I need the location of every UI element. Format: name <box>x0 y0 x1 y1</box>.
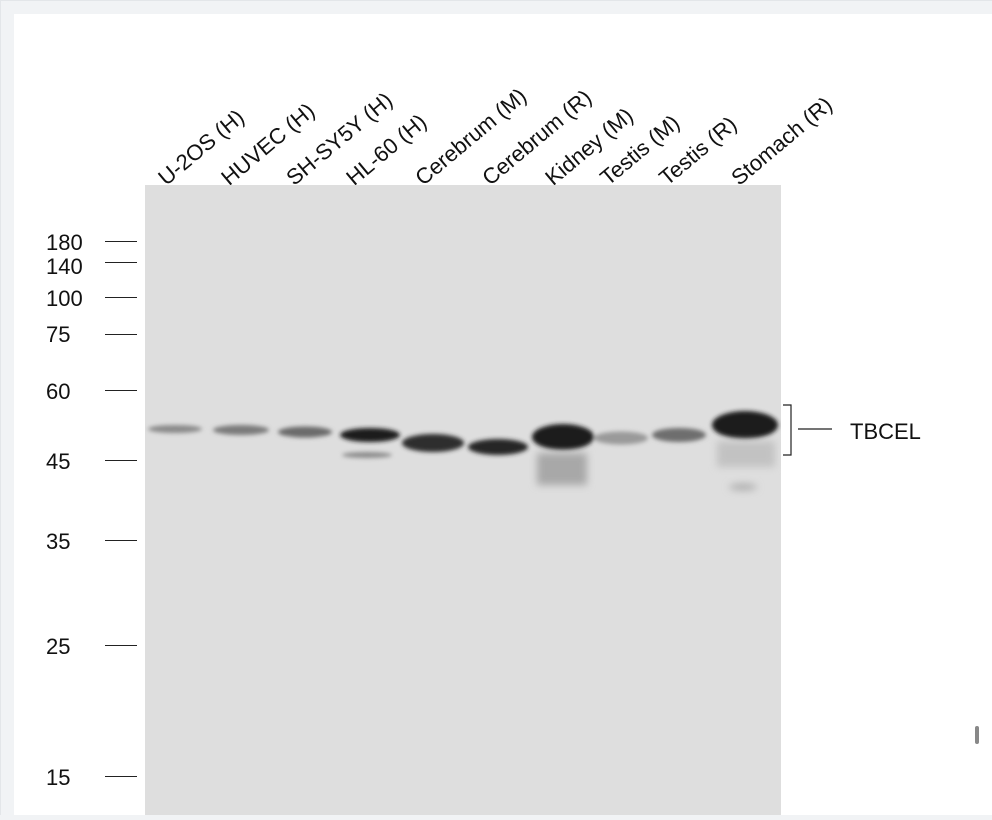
marker-tick-180 <box>105 241 137 242</box>
marker-label-75: 75 <box>46 322 71 347</box>
band-lane-4 <box>340 428 400 442</box>
marker-label-140: 140 <box>46 254 83 279</box>
marker-tick-60 <box>105 390 137 391</box>
marker-label-100: 100 <box>46 286 83 311</box>
blot-membrane <box>145 185 781 815</box>
smear-lane-7 <box>537 453 587 485</box>
faint-band-lane-10 <box>729 484 757 490</box>
band-lane-2 <box>213 425 269 435</box>
marker-tick-140 <box>105 262 137 263</box>
marker-tick-35 <box>105 540 137 541</box>
marker-tick-75 <box>105 334 137 335</box>
band-lane-1 <box>148 425 202 433</box>
band-lane-9 <box>652 428 706 442</box>
marker-tick-45 <box>105 460 137 461</box>
band-lane-5 <box>402 434 464 452</box>
marker-tick-15 <box>105 776 137 777</box>
marker-label-60: 60 <box>46 379 71 404</box>
smear-lane-10 <box>717 441 775 467</box>
band-layer <box>148 411 778 490</box>
marker-label-180: 180 <box>46 230 83 255</box>
band-lane-8 <box>594 431 648 445</box>
band-lane-10 <box>712 411 778 439</box>
marker-label-35: 35 <box>46 529 71 554</box>
target-protein-label: TBCEL <box>850 419 921 444</box>
band-lane-7 <box>532 424 594 450</box>
marker-label-15: 15 <box>46 765 71 790</box>
target-bracket <box>783 404 832 456</box>
membrane-edge-mark <box>975 726 979 744</box>
band-lane-3 <box>278 426 332 438</box>
marker-label-45: 45 <box>46 449 71 474</box>
marker-tick-100 <box>105 297 137 298</box>
marker-tick-25 <box>105 645 137 646</box>
band-lane-4-lower <box>342 452 392 458</box>
marker-label-25: 25 <box>46 634 71 659</box>
band-lane-6 <box>468 439 528 455</box>
